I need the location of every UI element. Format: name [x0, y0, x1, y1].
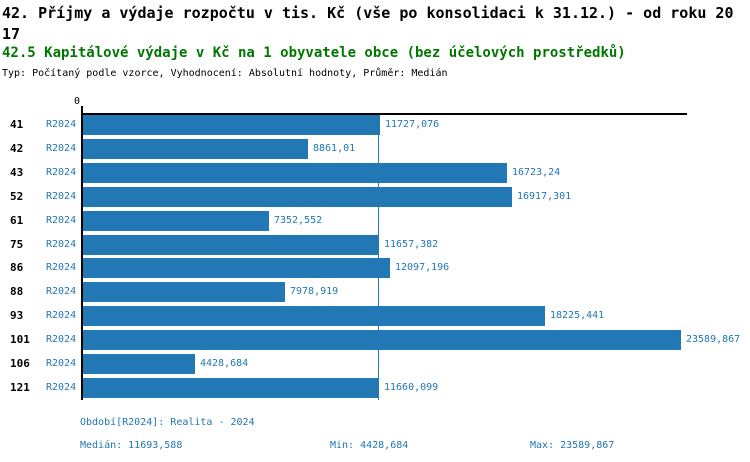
bar-value-label: 18225,441: [550, 310, 605, 321]
bar-value-label: 23589,867: [686, 334, 741, 345]
median-line: [378, 113, 379, 400]
row-series-label: R2024: [46, 286, 77, 297]
x-axis-line: [81, 113, 687, 115]
y-axis-line: [81, 106, 83, 400]
row-category-label: 41: [10, 118, 24, 131]
bar-value-label: 11657,382: [384, 239, 439, 250]
row-category-label: 88: [10, 285, 24, 298]
min-stat: Min: 4428,684: [330, 440, 409, 451]
bar-value-label: 8861,01: [313, 143, 356, 154]
bar: [83, 330, 681, 350]
row-series-label: R2024: [46, 215, 77, 226]
indicator-title: 42.5 Kapitálové výdaje v Kč na 1 obyvate…: [2, 45, 626, 61]
bar-value-label: 7978,919: [290, 286, 339, 297]
bar-value-label: 11660,099: [384, 382, 439, 393]
row-series-label: R2024: [46, 334, 77, 345]
row-category-label: 43: [10, 166, 24, 179]
row-series-label: R2024: [46, 358, 77, 369]
bar: [83, 354, 195, 374]
bar-value-label: 11727,076: [385, 119, 440, 130]
row-series-label: R2024: [46, 119, 77, 130]
period-label: Období[R2024]: Realita - 2024: [80, 417, 255, 428]
meta-line: Typ: Počítaný podle vzorce, Vyhodnocení:…: [2, 68, 448, 79]
bar: [83, 187, 512, 207]
row-category-label: 121: [10, 381, 30, 394]
bar: [83, 282, 285, 302]
row-category-label: 42: [10, 142, 24, 155]
row-category-label: 93: [10, 309, 24, 322]
bar-value-label: 7352,552: [274, 215, 323, 226]
axis-zero-label: 0: [74, 96, 81, 107]
max-stat: Max: 23589,867: [530, 440, 615, 451]
row-category-label: 101: [10, 333, 30, 346]
bar-value-label: 16917,301: [517, 191, 572, 202]
bar: [83, 258, 390, 278]
row-series-label: R2024: [46, 143, 77, 154]
row-category-label: 52: [10, 190, 24, 203]
median-stat: Medián: 11693,588: [80, 440, 183, 451]
bar: [83, 306, 545, 326]
row-series-label: R2024: [46, 382, 77, 393]
bar-value-label: 12097,196: [395, 262, 450, 273]
row-series-label: R2024: [46, 191, 77, 202]
row-category-label: 86: [10, 261, 24, 274]
bar: [83, 235, 379, 255]
row-category-label: 75: [10, 238, 24, 251]
bar: [83, 163, 507, 183]
bar-value-label: 4428,684: [200, 358, 249, 369]
bar: [83, 378, 379, 398]
row-series-label: R2024: [46, 310, 77, 321]
row-category-label: 106: [10, 357, 30, 370]
bar: [83, 115, 380, 135]
bar-value-label: 16723,24: [512, 167, 561, 178]
bar: [83, 211, 269, 231]
report-title: 42. Příjmy a výdaje rozpočtu v tis. Kč (…: [2, 4, 734, 43]
row-series-label: R2024: [46, 167, 77, 178]
row-category-label: 61: [10, 214, 24, 227]
row-series-label: R2024: [46, 262, 77, 273]
row-series-label: R2024: [46, 239, 77, 250]
bar: [83, 139, 308, 159]
